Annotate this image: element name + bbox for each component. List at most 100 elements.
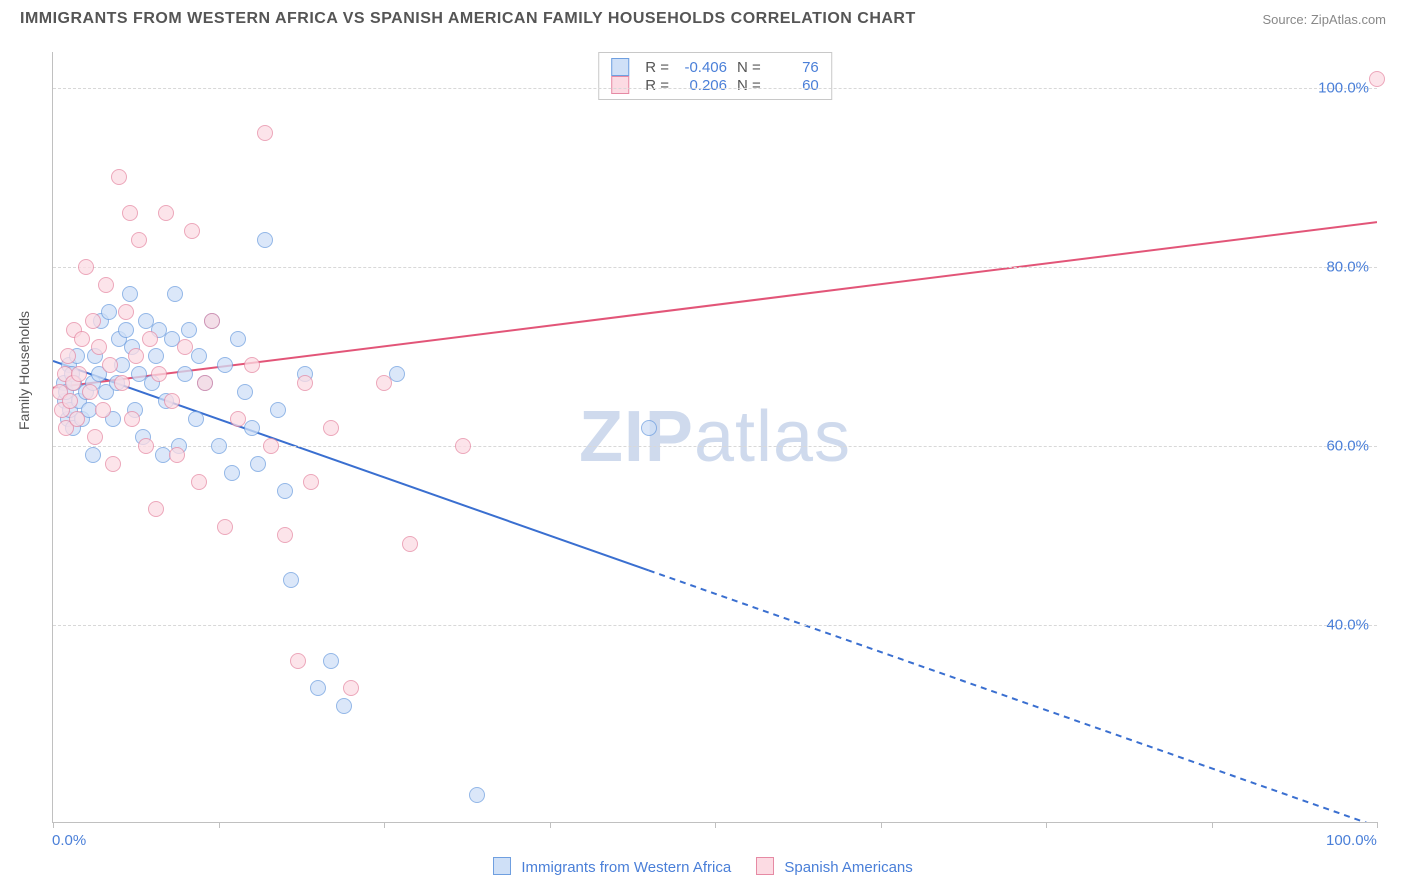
scatter-point-spanish-americans bbox=[124, 411, 140, 427]
scatter-point-spanish-americans bbox=[191, 474, 207, 490]
scatter-point-spanish-americans bbox=[82, 384, 98, 400]
x-tick bbox=[715, 822, 716, 828]
y-tick-label: 80.0% bbox=[1326, 258, 1369, 275]
scatter-point-spanish-americans bbox=[69, 411, 85, 427]
scatter-plot-area: ZIPatlas R = -0.406 N = 76 R = 0.206 N =… bbox=[52, 52, 1377, 823]
scatter-point-western-africa bbox=[101, 304, 117, 320]
scatter-point-spanish-americans bbox=[111, 169, 127, 185]
scatter-point-western-africa bbox=[217, 357, 233, 373]
scatter-point-spanish-americans bbox=[95, 402, 111, 418]
scatter-point-spanish-americans bbox=[102, 357, 118, 373]
watermark: ZIPatlas bbox=[579, 396, 851, 478]
scatter-point-western-africa bbox=[148, 348, 164, 364]
series-label-spanish-americans: Spanish Americans bbox=[784, 859, 912, 876]
scatter-point-spanish-americans bbox=[323, 420, 339, 436]
y-tick-label: 60.0% bbox=[1326, 437, 1369, 454]
legend-row-western-africa: R = -0.406 N = 76 bbox=[611, 58, 819, 76]
scatter-point-spanish-americans bbox=[91, 339, 107, 355]
scatter-point-spanish-americans bbox=[169, 447, 185, 463]
swatch-western-africa bbox=[611, 58, 629, 76]
scatter-point-western-africa bbox=[188, 411, 204, 427]
scatter-point-western-africa bbox=[85, 447, 101, 463]
x-tick bbox=[1377, 822, 1378, 828]
scatter-point-spanish-americans bbox=[290, 653, 306, 669]
gridline bbox=[53, 267, 1377, 268]
scatter-point-western-africa bbox=[323, 653, 339, 669]
scatter-point-spanish-americans bbox=[62, 393, 78, 409]
scatter-point-western-africa bbox=[469, 787, 485, 803]
trend-line-extrapolated-western-africa bbox=[649, 570, 1377, 822]
scatter-point-western-africa bbox=[237, 384, 253, 400]
scatter-point-spanish-americans bbox=[142, 331, 158, 347]
x-tick bbox=[550, 822, 551, 828]
x-tick bbox=[219, 822, 220, 828]
chart-title: IMMIGRANTS FROM WESTERN AFRICA VS SPANIS… bbox=[20, 10, 916, 28]
scatter-point-spanish-americans bbox=[105, 456, 121, 472]
scatter-point-spanish-americans bbox=[85, 313, 101, 329]
x-tick bbox=[1046, 822, 1047, 828]
r-value-western-africa: -0.406 bbox=[679, 59, 727, 76]
y-axis-label: Family Households bbox=[16, 311, 32, 430]
n-value-spanish-americans: 60 bbox=[771, 77, 819, 94]
scatter-point-spanish-americans bbox=[158, 205, 174, 221]
scatter-point-spanish-americans bbox=[204, 313, 220, 329]
scatter-point-spanish-americans bbox=[303, 474, 319, 490]
scatter-point-western-africa bbox=[270, 402, 286, 418]
scatter-point-spanish-americans bbox=[402, 536, 418, 552]
scatter-point-spanish-americans bbox=[277, 527, 293, 543]
r-label: R = bbox=[645, 77, 669, 94]
scatter-point-western-africa bbox=[277, 483, 293, 499]
scatter-point-spanish-americans bbox=[197, 375, 213, 391]
scatter-point-spanish-americans bbox=[118, 304, 134, 320]
scatter-point-spanish-americans bbox=[177, 339, 193, 355]
x-tick-label: 0.0% bbox=[52, 832, 86, 872]
scatter-point-spanish-americans bbox=[148, 501, 164, 517]
scatter-point-spanish-americans bbox=[297, 375, 313, 391]
series-legend: Immigrants from Western Africa Spanish A… bbox=[0, 857, 1406, 876]
r-label: R = bbox=[645, 59, 669, 76]
scatter-point-spanish-americans bbox=[164, 393, 180, 409]
series-label-western-africa: Immigrants from Western Africa bbox=[521, 859, 731, 876]
scatter-point-western-africa bbox=[118, 322, 134, 338]
chart-header: IMMIGRANTS FROM WESTERN AFRICA VS SPANIS… bbox=[20, 10, 1386, 28]
legend-row-spanish-americans: R = 0.206 N = 60 bbox=[611, 76, 819, 94]
x-tick bbox=[1212, 822, 1213, 828]
trend-line-western-africa bbox=[53, 361, 649, 571]
scatter-point-spanish-americans bbox=[78, 259, 94, 275]
scatter-point-spanish-americans bbox=[257, 125, 273, 141]
scatter-point-western-africa bbox=[122, 286, 138, 302]
x-tick bbox=[53, 822, 54, 828]
scatter-point-western-africa bbox=[230, 331, 246, 347]
x-tick bbox=[881, 822, 882, 828]
scatter-point-spanish-americans bbox=[151, 366, 167, 382]
gridline bbox=[53, 625, 1377, 626]
scatter-point-western-africa bbox=[177, 366, 193, 382]
scatter-point-western-africa bbox=[167, 286, 183, 302]
scatter-point-spanish-americans bbox=[376, 375, 392, 391]
scatter-point-western-africa bbox=[250, 456, 266, 472]
x-tick-label: 100.0% bbox=[1326, 832, 1377, 849]
scatter-point-western-africa bbox=[191, 348, 207, 364]
scatter-point-spanish-americans bbox=[244, 357, 260, 373]
scatter-point-spanish-americans bbox=[74, 331, 90, 347]
n-label: N = bbox=[737, 77, 761, 94]
swatch-western-africa bbox=[493, 857, 511, 875]
scatter-point-spanish-americans bbox=[71, 366, 87, 382]
scatter-point-western-africa bbox=[257, 232, 273, 248]
scatter-point-spanish-americans bbox=[122, 205, 138, 221]
y-tick-label: 40.0% bbox=[1326, 617, 1369, 634]
scatter-point-spanish-americans bbox=[131, 232, 147, 248]
n-value-western-africa: 76 bbox=[771, 59, 819, 76]
scatter-point-spanish-americans bbox=[1369, 71, 1385, 87]
scatter-point-spanish-americans bbox=[87, 429, 103, 445]
scatter-point-spanish-americans bbox=[138, 438, 154, 454]
scatter-point-western-africa bbox=[641, 420, 657, 436]
swatch-spanish-americans bbox=[756, 857, 774, 875]
scatter-point-spanish-americans bbox=[60, 348, 76, 364]
scatter-point-spanish-americans bbox=[217, 519, 233, 535]
scatter-point-spanish-americans bbox=[230, 411, 246, 427]
scatter-point-spanish-americans bbox=[263, 438, 279, 454]
trend-lines bbox=[53, 52, 1377, 822]
gridline bbox=[53, 88, 1377, 89]
scatter-point-western-africa bbox=[336, 698, 352, 714]
